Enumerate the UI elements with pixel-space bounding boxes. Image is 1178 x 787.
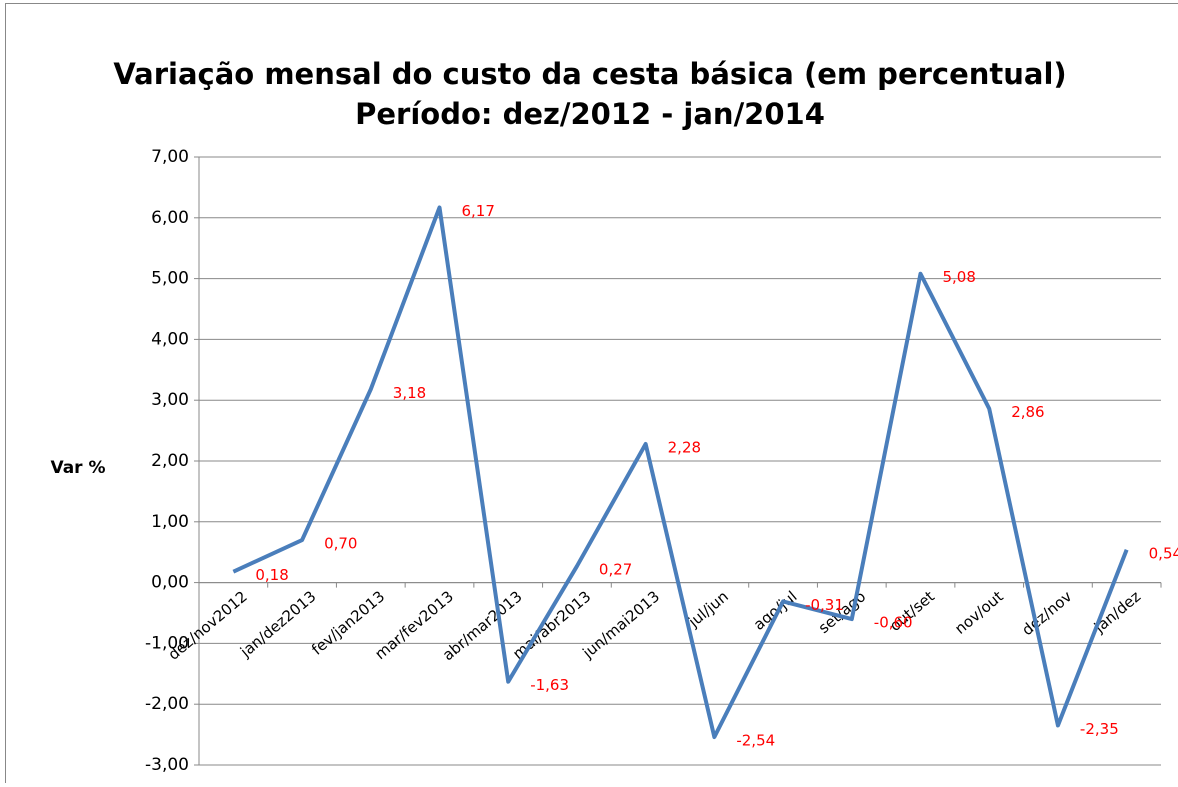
y-tick-label: 0,00 [151,573,189,593]
data-label: 2,86 [1011,403,1044,421]
data-label: -0,31 [805,596,844,614]
y-tick-label: 4,00 [151,329,189,349]
data-label: -1,63 [530,676,569,694]
data-label: 0,70 [324,535,357,553]
chart-title: Variação mensal do custo da cesta básica… [113,57,1066,91]
y-tick-label: 2,00 [151,451,189,471]
data-label: 3,18 [393,384,426,402]
y-tick-label: 1,00 [151,512,189,532]
y-tick-label: -3,00 [145,755,189,775]
data-label: -0,60 [874,614,913,632]
data-label: 5,08 [943,268,976,286]
data-label: 2,28 [668,438,701,456]
data-label: 6,17 [462,202,495,220]
chart-subtitle: Período: dez/2012 - jan/2014 [355,97,825,131]
y-tick-label: 6,00 [151,208,189,228]
data-label: 0,18 [255,566,288,584]
data-label: -2,35 [1080,720,1119,738]
y-tick-label: 5,00 [151,269,189,289]
data-label: 0,27 [599,561,632,579]
y-axis-label: Var % [50,458,105,478]
data-label: 0,54 [1149,544,1178,562]
y-tick-label: -2,00 [145,694,189,714]
y-tick-label: 7,00 [151,147,189,167]
y-tick-label: 3,00 [151,390,189,410]
data-label: -2,54 [736,732,775,750]
